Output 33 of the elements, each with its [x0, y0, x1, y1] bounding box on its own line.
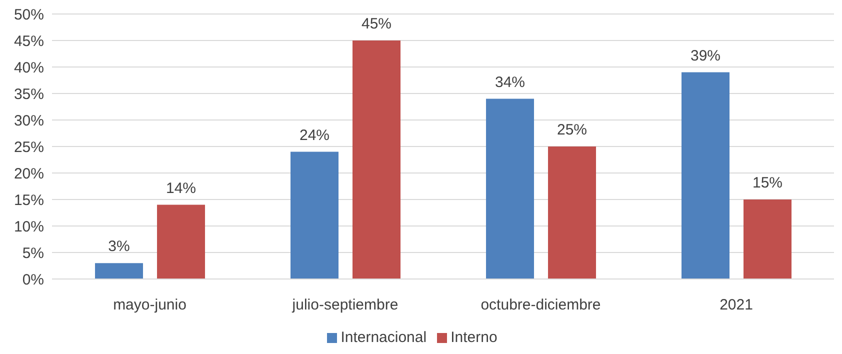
data-label: 34%: [494, 74, 526, 91]
bar: [548, 146, 596, 279]
y-tick-label: 35%: [14, 86, 44, 103]
y-tick-label: 30%: [14, 112, 44, 130]
x-tick-label: octubre-diciembre: [480, 296, 601, 314]
data-label: 14%: [166, 180, 196, 197]
legend-label: Internacional: [340, 329, 427, 346]
data-label: 24%: [299, 126, 330, 144]
y-tick-label: 5%: [22, 244, 44, 262]
y-tick-label: 45%: [14, 32, 44, 50]
y-tick-label: 40%: [14, 59, 44, 76]
bar: [290, 152, 339, 279]
y-tick-label: 0%: [22, 271, 44, 288]
x-tick-label: julio-septiembre: [291, 296, 398, 314]
legend-label: Interno: [450, 329, 498, 346]
x-tick-label: 2021: [720, 296, 753, 314]
y-tick-label: 25%: [14, 138, 44, 156]
data-label: 45%: [361, 16, 392, 32]
data-label: 39%: [690, 47, 721, 64]
y-tick-label: 20%: [14, 165, 44, 182]
y-tick-label: 50%: [14, 6, 44, 24]
data-label: 15%: [752, 174, 783, 192]
x-tick-label: mayo-junio: [113, 296, 186, 314]
data-label: 3%: [108, 238, 130, 256]
data-label: 25%: [556, 122, 588, 138]
y-tick-label: 10%: [14, 218, 44, 236]
bar: [486, 98, 534, 279]
y-tick-label: 15%: [14, 192, 44, 209]
bar: [744, 200, 792, 279]
bar: [157, 204, 206, 279]
bar: [352, 40, 401, 279]
bar: [95, 263, 144, 279]
bar: [682, 72, 730, 279]
